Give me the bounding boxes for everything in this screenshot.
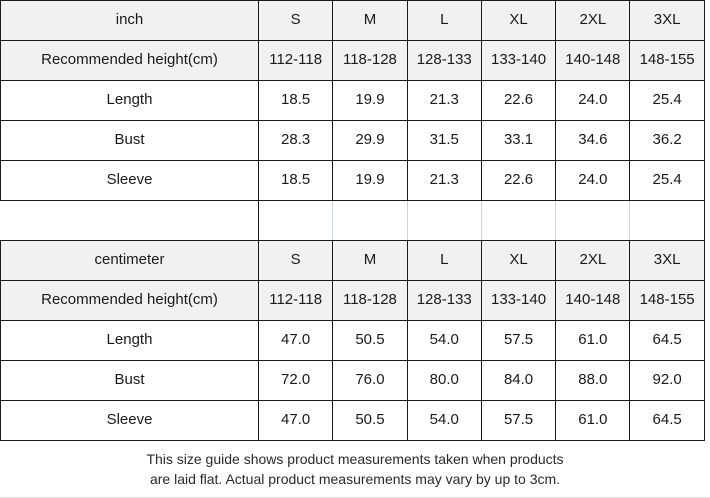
cell-value: 140-148	[555, 280, 631, 321]
size-chart-table: inch S M L XL 2XL 3XL Recommended height…	[0, 0, 705, 441]
disclaimer-line-1: This size guide shows product measuremen…	[146, 450, 564, 467]
cell-value: 118-128	[332, 280, 408, 321]
row-label: Length	[0, 320, 259, 361]
cell-value: 140-148	[555, 40, 631, 81]
cell-value: 22.6	[480, 80, 557, 121]
separator-cell	[555, 200, 631, 241]
cell-value: 133-140	[480, 280, 557, 321]
inch-header-row: inch S M L XL 2XL 3XL	[0, 0, 705, 41]
disclaimer-line-2: are laid flat. Actual product measuremen…	[149, 471, 561, 487]
cell-value: 54.0	[406, 400, 482, 441]
cell-value: 80.0	[406, 360, 482, 401]
cm-size-header-xl: XL	[480, 240, 557, 281]
cell-value: 148-155	[629, 280, 705, 321]
row-label: Length	[0, 80, 259, 121]
cell-value: 88.0	[555, 360, 631, 401]
cm-size-header-s: S	[257, 240, 334, 281]
cell-value: 112-118	[257, 40, 334, 81]
inch-size-header-3xl: 3XL	[629, 0, 705, 41]
inch-size-header-xl: XL	[480, 0, 557, 41]
row-label: Recommended height(cm)	[0, 40, 259, 81]
separator-label-cell	[0, 200, 259, 241]
cm-size-header-3xl: 3XL	[629, 240, 705, 281]
cell-value: 24.0	[555, 80, 631, 121]
separator-cell	[257, 200, 334, 241]
cell-value: 29.9	[332, 120, 408, 161]
cell-value: 64.5	[629, 320, 705, 361]
separator-cell	[406, 200, 482, 241]
cm-unit-label: centimeter	[0, 240, 259, 281]
cell-value: 22.6	[480, 160, 557, 201]
row-label: Sleeve	[0, 160, 259, 201]
cell-value: 57.5	[480, 320, 557, 361]
inch-size-header-m: M	[332, 0, 408, 41]
inch-row-sleeve: Sleeve 18.5 19.9 21.3 22.6 24.0 25.4	[0, 160, 705, 201]
inch-unit-label: inch	[0, 0, 259, 41]
cell-value: 18.5	[257, 80, 334, 121]
cell-value: 76.0	[332, 360, 408, 401]
cell-value: 19.9	[332, 160, 408, 201]
separator-cell	[332, 200, 408, 241]
cm-size-header-2xl: 2XL	[555, 240, 631, 281]
inch-row-length: Length 18.5 19.9 21.3 22.6 24.0 25.4	[0, 80, 705, 121]
cell-value: 92.0	[629, 360, 705, 401]
cell-value: 47.0	[257, 320, 334, 361]
cell-value: 128-133	[406, 40, 482, 81]
row-label: Bust	[0, 120, 259, 161]
cm-size-header-l: L	[406, 240, 482, 281]
cm-row-length: Length 47.0 50.5 54.0 57.5 61.0 64.5	[0, 320, 705, 361]
cell-value: 118-128	[332, 40, 408, 81]
cell-value: 64.5	[629, 400, 705, 441]
table-separator-row	[0, 200, 705, 241]
separator-cell	[480, 200, 557, 241]
cell-value: 21.3	[406, 160, 482, 201]
cell-value: 19.9	[332, 80, 408, 121]
cell-value: 112-118	[257, 280, 334, 321]
cm-row-sleeve: Sleeve 47.0 50.5 54.0 57.5 61.0 64.5	[0, 400, 705, 441]
row-label: Bust	[0, 360, 259, 401]
cell-value: 28.3	[257, 120, 334, 161]
cell-value: 61.0	[555, 320, 631, 361]
size-guide-disclaimer: This size guide shows product measuremen…	[0, 441, 710, 498]
cell-value: 148-155	[629, 40, 705, 81]
cell-value: 128-133	[406, 280, 482, 321]
cell-value: 57.5	[480, 400, 557, 441]
inch-row-recommended-height: Recommended height(cm) 112-118 118-128 1…	[0, 40, 705, 81]
cm-header-row: centimeter S M L XL 2XL 3XL	[0, 240, 705, 281]
cell-value: 18.5	[257, 160, 334, 201]
inch-size-header-2xl: 2XL	[555, 0, 631, 41]
row-label: Recommended height(cm)	[0, 280, 259, 321]
cell-value: 34.6	[555, 120, 631, 161]
cell-value: 36.2	[629, 120, 705, 161]
cell-value: 33.1	[480, 120, 557, 161]
cell-value: 25.4	[629, 160, 705, 201]
cell-value: 50.5	[332, 400, 408, 441]
cell-value: 84.0	[480, 360, 557, 401]
cell-value: 133-140	[480, 40, 557, 81]
cm-row-recommended-height: Recommended height(cm) 112-118 118-128 1…	[0, 280, 705, 321]
cell-value: 24.0	[555, 160, 631, 201]
cell-value: 31.5	[406, 120, 482, 161]
cell-value: 47.0	[257, 400, 334, 441]
cm-row-bust: Bust 72.0 76.0 80.0 84.0 88.0 92.0	[0, 360, 705, 401]
cell-value: 54.0	[406, 320, 482, 361]
cell-value: 61.0	[555, 400, 631, 441]
cm-size-header-m: M	[332, 240, 408, 281]
inch-size-header-l: L	[406, 0, 482, 41]
separator-cell	[629, 200, 705, 241]
row-label: Sleeve	[0, 400, 259, 441]
cell-value: 25.4	[629, 80, 705, 121]
inch-size-header-s: S	[257, 0, 334, 41]
inch-row-bust: Bust 28.3 29.9 31.5 33.1 34.6 36.2	[0, 120, 705, 161]
cell-value: 72.0	[257, 360, 334, 401]
cell-value: 50.5	[332, 320, 408, 361]
cell-value: 21.3	[406, 80, 482, 121]
